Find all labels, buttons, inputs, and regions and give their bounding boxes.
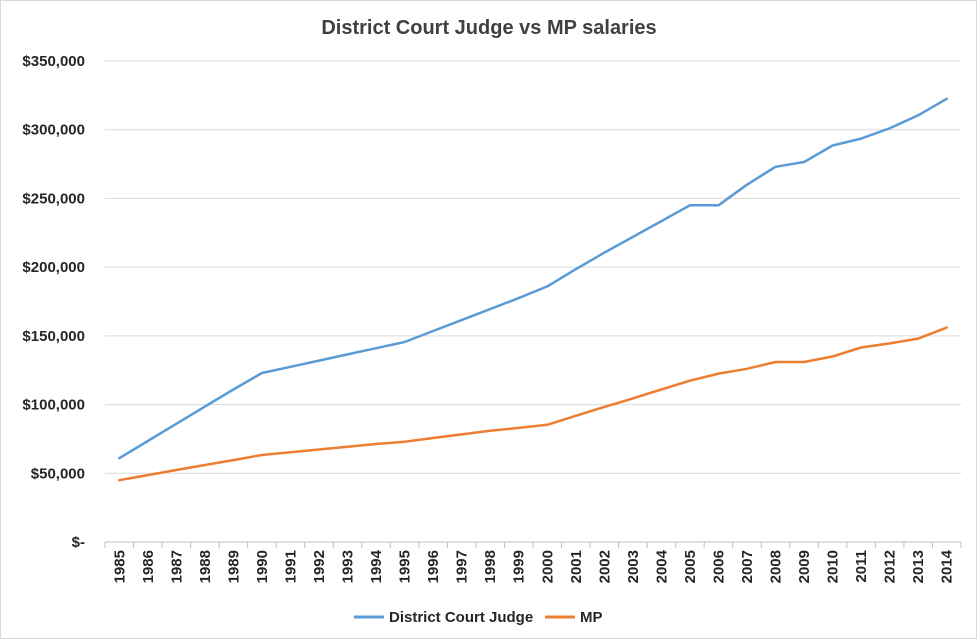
x-tick-label: 2000 [539, 550, 556, 583]
x-tick-label: 2014 [939, 549, 956, 583]
x-tick-label: 2002 [596, 550, 613, 583]
x-tick-label: 1999 [511, 550, 528, 583]
x-tick-label: 1995 [397, 550, 414, 583]
x-tick-label: 2012 [882, 550, 899, 583]
x-tick-label: 1989 [225, 550, 242, 583]
x-tick-label: 2008 [768, 550, 785, 583]
x-tick-label: 1985 [111, 550, 128, 583]
x-tick-label: 2011 [853, 550, 870, 583]
x-tick-label: 2013 [910, 550, 927, 583]
series-line-1 [118, 326, 948, 482]
x-tick-label: 1998 [482, 550, 499, 583]
legend-label: MP [580, 609, 603, 626]
x-tick-label: 2004 [653, 549, 670, 583]
y-tick-label: $300,000 [22, 122, 85, 139]
x-tick-label: 1993 [340, 550, 357, 583]
y-tick-label: $100,000 [22, 397, 85, 414]
y-axis: $- $50,000 $100,000 $150,000 $200,000 $250,00… [22, 53, 85, 551]
y-tick-label: $50,000 [31, 465, 85, 482]
x-tick-label: 1987 [168, 550, 185, 583]
series-line-0 [118, 97, 948, 460]
x-tick-label: 2006 [710, 550, 727, 583]
y-tick-label: $250,000 [22, 190, 85, 207]
x-tick-label: 2005 [682, 550, 699, 583]
y-tick-label: $150,000 [22, 328, 85, 345]
x-tick-label: 1988 [197, 550, 214, 583]
x-tick-label: 1986 [140, 550, 157, 583]
x-tick-label: 2009 [796, 550, 813, 583]
x-tick-label: 1994 [368, 549, 385, 583]
x-tick-label: 1992 [311, 550, 328, 583]
series-lines [118, 97, 948, 482]
x-tick-label: 1990 [254, 550, 271, 583]
legend-label: District Court Judge [389, 609, 533, 626]
x-tick-label: 1996 [425, 550, 442, 583]
x-tick-label: 2003 [625, 550, 642, 583]
x-tick-label: 2007 [739, 550, 756, 583]
y-tick-label: $200,000 [22, 259, 85, 276]
y-tick-label: $350,000 [22, 53, 85, 70]
x-tick-label: 2010 [825, 550, 842, 583]
legend: District Court Judge MP [354, 609, 603, 626]
x-tick-label: 2001 [568, 550, 585, 583]
chart-title: District Court Judge vs MP salaries [321, 17, 656, 39]
x-axis: 1985 1986 1987 1988 1989 1990 1991 1992 1993 1994… [104, 541, 962, 583]
x-tick-label: 1997 [454, 550, 471, 583]
gridlines [105, 60, 961, 474]
y-tick-label: $- [72, 534, 85, 551]
x-tick-label: 1991 [282, 550, 299, 583]
